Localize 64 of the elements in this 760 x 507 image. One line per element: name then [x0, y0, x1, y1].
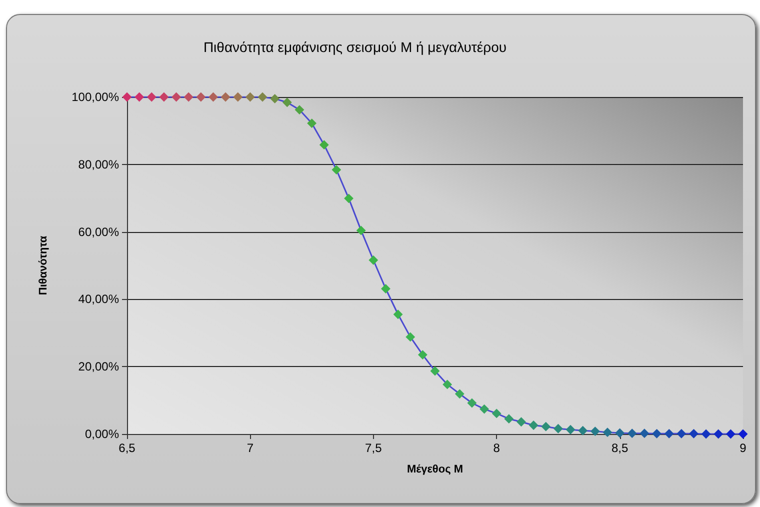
point — [356, 226, 366, 235]
point — [702, 430, 711, 438]
x-tick-label: 7,5 — [365, 441, 382, 455]
point — [394, 310, 403, 319]
x-tick-label: 7 — [246, 441, 254, 455]
y-tick-label: 0,00% — [84, 427, 120, 441]
point — [714, 430, 723, 438]
point — [602, 428, 612, 437]
point — [332, 165, 341, 174]
point — [455, 389, 464, 398]
point — [282, 98, 292, 107]
point — [381, 284, 390, 294]
point — [529, 420, 538, 430]
point — [172, 92, 181, 102]
x-tick-label: 9 — [740, 441, 747, 455]
point — [504, 414, 514, 424]
point — [726, 430, 736, 438]
point — [258, 92, 268, 102]
point — [406, 332, 415, 342]
point — [208, 92, 218, 102]
point — [307, 118, 316, 128]
x-tick-label: 8,5 — [611, 441, 628, 455]
chart-title: Πιθανότητα εμφάνισης σεισμού Μ ή μεγαλυτέρου — [203, 39, 507, 55]
x-axis-title: Μέγεθος Μ — [406, 464, 464, 476]
point — [664, 429, 674, 438]
point — [442, 380, 452, 389]
point — [147, 92, 156, 102]
point — [270, 94, 280, 104]
point — [615, 428, 624, 438]
point — [418, 350, 428, 360]
point — [554, 424, 563, 434]
point — [184, 92, 194, 102]
point — [221, 92, 230, 102]
x-tick-label: 8 — [493, 441, 500, 455]
point — [159, 92, 168, 102]
point — [430, 366, 440, 376]
point — [196, 92, 206, 102]
point — [294, 105, 304, 114]
point — [480, 404, 489, 414]
point — [233, 92, 242, 102]
point — [320, 140, 329, 150]
point — [516, 417, 526, 426]
y-tick-label: 80,00% — [78, 157, 120, 172]
point — [640, 428, 649, 438]
y-tick-label: 40,00% — [78, 292, 120, 306]
y-tick-label: 20,00% — [78, 360, 120, 374]
y-tick-label: 100,00% — [72, 90, 120, 104]
point — [246, 92, 255, 102]
point — [368, 256, 378, 265]
x-tick-label: 6,5 — [118, 441, 136, 455]
point — [590, 426, 600, 436]
point — [676, 429, 686, 438]
point — [467, 398, 476, 408]
point — [134, 92, 144, 102]
point — [566, 425, 576, 434]
point — [689, 429, 698, 438]
point — [344, 194, 354, 203]
point — [628, 428, 637, 438]
y-axis-title: Πιθανότητα — [38, 236, 50, 296]
point — [541, 422, 550, 432]
point — [492, 408, 502, 418]
y-tick-label: 60,00% — [78, 224, 120, 239]
point — [652, 429, 662, 438]
point — [578, 426, 588, 436]
